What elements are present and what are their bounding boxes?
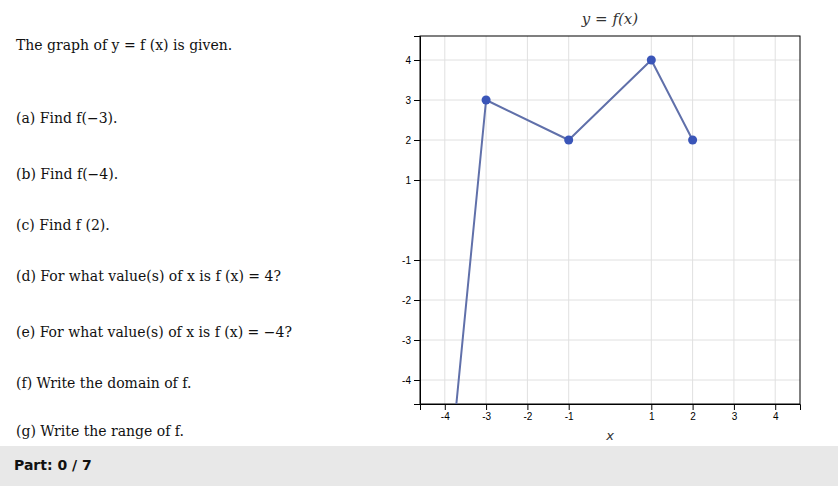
tick-label: 4 — [773, 411, 779, 422]
grid-line — [486, 36, 487, 404]
tick-mark — [414, 180, 420, 181]
grid-line — [420, 340, 800, 341]
tick-mark — [414, 260, 420, 261]
tick-mark — [693, 404, 694, 410]
tick-mark — [414, 60, 420, 61]
marks — [456, 55, 697, 404]
tick: 1 — [649, 404, 655, 422]
tick-mark — [734, 404, 735, 410]
tick-label: -4 — [441, 411, 450, 422]
axis-line — [414, 37, 421, 405]
tick: -4 — [441, 404, 450, 422]
tick-mark — [486, 404, 487, 410]
axis-line — [421, 405, 801, 411]
grid-line — [420, 300, 800, 301]
tick-label: 3 — [732, 411, 738, 422]
grid-line — [733, 36, 734, 404]
grid-line — [527, 36, 528, 404]
tick: 4 — [405, 55, 420, 66]
tick-mark — [651, 404, 652, 410]
tick: 3 — [732, 404, 738, 422]
grid-line — [775, 36, 776, 404]
tick: -1 — [402, 255, 420, 266]
point — [688, 135, 697, 144]
tick: -1 — [565, 404, 574, 422]
tick: -2 — [402, 295, 420, 306]
tick-label: -2 — [402, 295, 411, 306]
grid-line — [420, 140, 800, 141]
grid-line — [444, 36, 445, 404]
tick: 1 — [405, 175, 420, 186]
tick-mark — [527, 404, 528, 410]
x-axis: -4 -3 -2 -1 1 2 3 4 — [421, 404, 801, 422]
chart: The graph of y = f (x) is given. (a) Find… — [0, 0, 838, 486]
tick-label: -1 — [402, 255, 411, 266]
x-label: x — [605, 428, 614, 443]
tick: -4 — [402, 375, 420, 386]
tick-label: -3 — [402, 335, 411, 346]
tick: -3 — [482, 404, 491, 422]
tick-label: 1 — [405, 175, 411, 186]
grid-line — [420, 260, 800, 261]
tick-label: -1 — [565, 411, 574, 422]
question: (e) For what value(s) of x is f (x) = −4… — [16, 324, 292, 340]
tick-mark — [445, 404, 446, 410]
tick-mark — [414, 380, 420, 381]
tick-mark — [414, 340, 420, 341]
question: (c) Find f (2). — [16, 217, 110, 233]
grid-line — [420, 380, 800, 381]
grid — [420, 36, 800, 404]
tick-label: -2 — [523, 411, 532, 422]
title: y = f(x) — [581, 10, 638, 28]
y-axis: -4 -3 -2 -1 1 2 3 4 — [402, 37, 420, 405]
tick: 2 — [405, 135, 420, 146]
grid-line — [692, 36, 693, 404]
tick-label: 1 — [649, 411, 655, 422]
tick-label: 4 — [405, 55, 411, 66]
tick-label: -3 — [482, 411, 491, 422]
status-bar — [0, 446, 838, 486]
question: (b) Find f(−4). — [16, 166, 118, 182]
grid-line — [568, 36, 569, 404]
question: (g) Write the range of f. — [16, 423, 184, 439]
tick-label: 2 — [405, 135, 411, 146]
tick: 3 — [405, 95, 420, 106]
tick: 4 — [773, 404, 779, 422]
tick-label: 3 — [405, 95, 411, 106]
tick-label: -4 — [402, 375, 411, 386]
question: (f) Write the domain of f. — [16, 375, 191, 391]
question: (a) Find f(−3). — [16, 110, 118, 126]
tick-mark — [569, 404, 570, 410]
function-line — [456, 60, 692, 404]
question: The graph of y = f (x) is given. — [16, 37, 232, 53]
questions: The graph of y = f (x) is given. (a) Find… — [16, 37, 292, 438]
question: (d) For what value(s) of x is f (x) = 4? — [16, 268, 281, 284]
tick: 2 — [690, 404, 696, 422]
part-text: Part: 0 / 7 — [14, 457, 92, 473]
plot-frame — [420, 36, 800, 404]
tick-mark — [414, 100, 420, 101]
grid-line — [651, 36, 652, 404]
tick-mark — [414, 300, 420, 301]
point — [482, 95, 491, 104]
tick: -3 — [402, 335, 420, 346]
grid-line — [420, 180, 800, 181]
tick-label: 2 — [690, 411, 696, 422]
point — [564, 135, 573, 144]
tick: -2 — [523, 404, 532, 422]
grid-line — [420, 60, 800, 61]
tick-mark — [414, 140, 420, 141]
tick-mark — [775, 404, 776, 410]
point — [647, 55, 656, 64]
